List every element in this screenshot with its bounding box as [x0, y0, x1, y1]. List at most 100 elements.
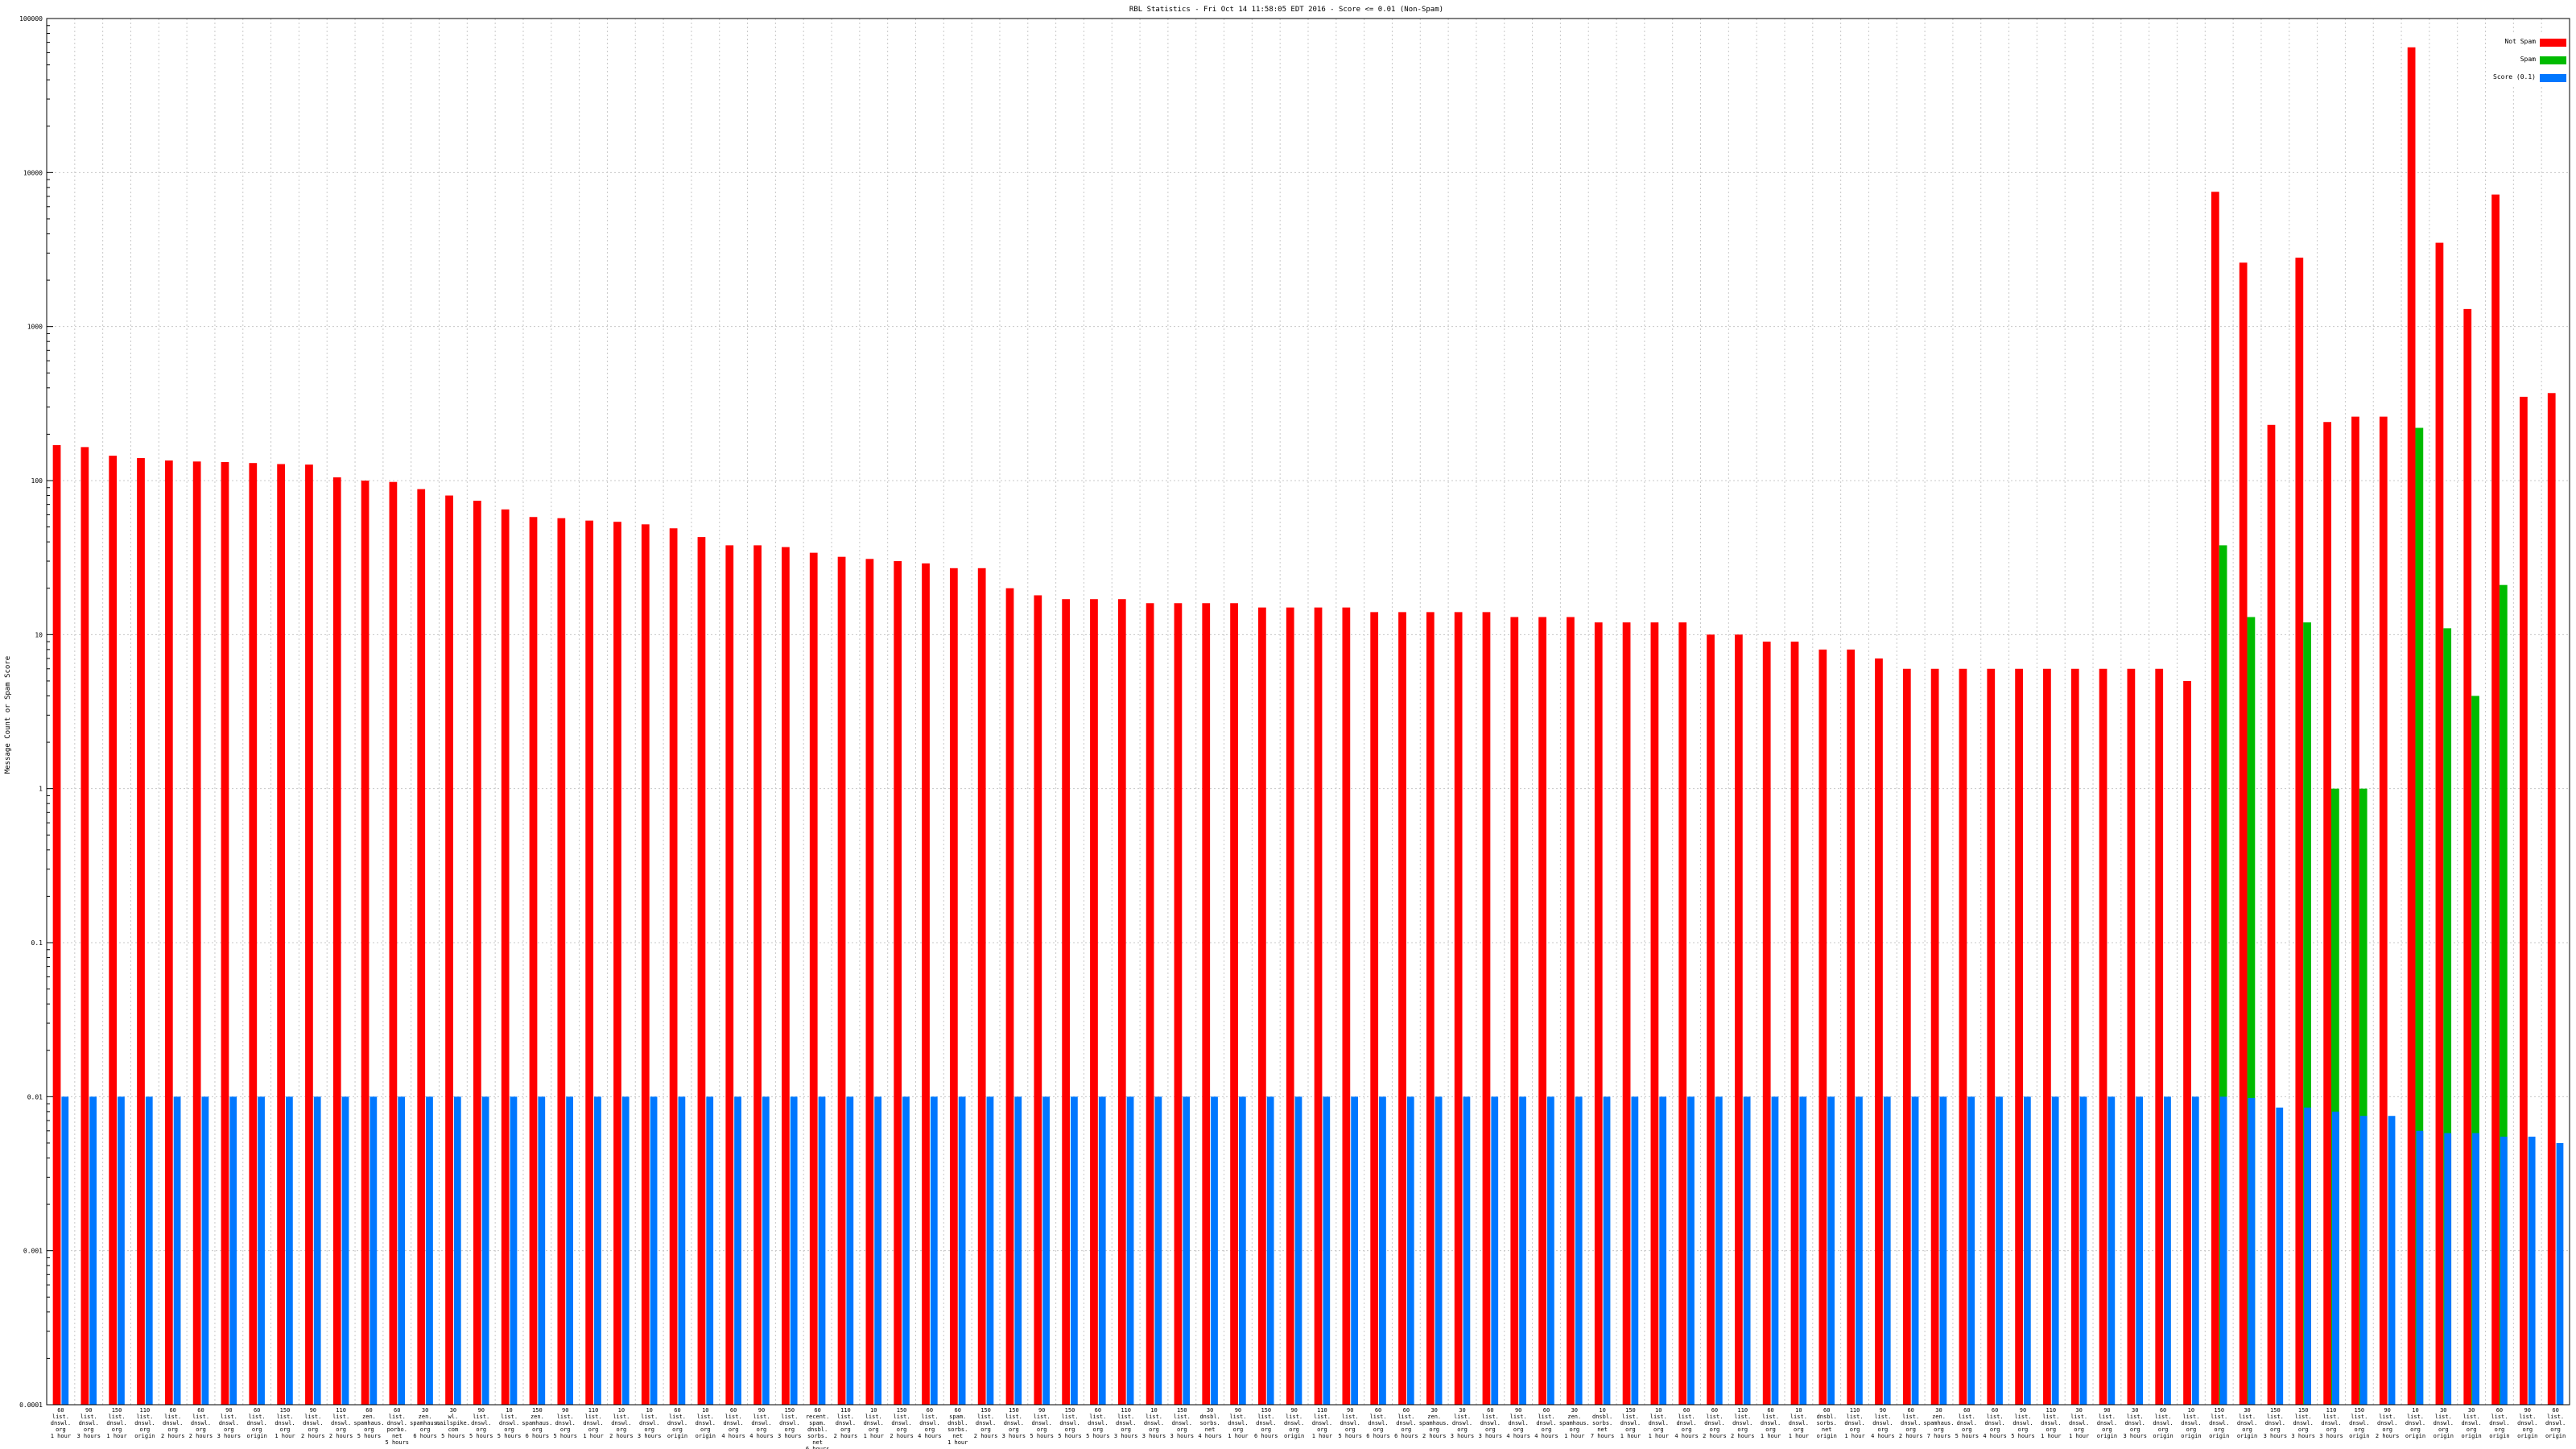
bar-score: [1491, 1096, 1499, 1405]
x-tick-label: 60 list. dnswl. org origin: [2545, 1407, 2566, 1439]
bar-score: [89, 1096, 97, 1405]
x-tick-label: 150 list. dnswl. org 3 hours: [1002, 1407, 1026, 1439]
bar-score: [426, 1096, 433, 1405]
bar-not-spam: [1847, 649, 1856, 1405]
bar-score: [453, 1096, 461, 1405]
bar-score: [2528, 1137, 2536, 1405]
y-tick-label: 0.01: [27, 1093, 43, 1100]
bar-not-spam: [1594, 622, 1603, 1405]
bar-score: [621, 1096, 630, 1405]
bar-score: [1546, 1096, 1554, 1405]
x-tick-label: 60 list. dnswl. org origin: [2489, 1407, 2509, 1439]
x-tick-label: 60 list. dnswl. org 3 hours: [1479, 1407, 1503, 1439]
x-tick-label: 30 zen. spamhaus. org 6 hours: [410, 1407, 440, 1439]
legend-swatch: [2540, 74, 2566, 82]
y-tick-label: 10: [35, 631, 43, 638]
x-tick-label: 60 list. dnswl. org 4 hours: [1534, 1407, 1558, 1439]
x-tick-label: 110 list. dnswl. org 3 hours: [2319, 1407, 2343, 1439]
bar-not-spam: [1174, 603, 1183, 1405]
x-tick-label: 110 list. dnswl. org 1 hour: [1312, 1407, 1332, 1439]
bar-score: [1406, 1096, 1414, 1405]
x-tick-label: 110 list. dnswl. org 3 hours: [1114, 1407, 1138, 1439]
bar-score: [2023, 1096, 2031, 1405]
bar-score: [2136, 1096, 2144, 1405]
bar-not-spam: [1230, 603, 1238, 1405]
bar-score: [1996, 1096, 2003, 1405]
legend-swatch: [2540, 39, 2566, 47]
bar-not-spam: [753, 545, 762, 1406]
x-tick-label: 10 list. dnswl. org 3 hours: [638, 1407, 662, 1439]
bar-not-spam: [1258, 607, 1266, 1405]
x-tick-label: 150 list. dnswl. org 3 hours: [1170, 1407, 1195, 1439]
x-tick-label: 10 list. dnswl. org 1 hour: [1789, 1407, 1809, 1439]
bar-score: [1211, 1096, 1218, 1405]
x-tick-label: 10 list. dnswl. org 2 hours: [609, 1407, 634, 1439]
bar-score: [145, 1096, 153, 1405]
x-tick-label: 60 list. dnswl. porbo. net 5 hours: [386, 1407, 410, 1446]
x-tick-label: 90 list. dnswl. org origin: [1284, 1407, 1304, 1439]
bar-score: [61, 1096, 69, 1405]
bar-score: [818, 1096, 826, 1405]
y-axis-ticks: 0.0001 0.001 0.01 0.1 1 10 100 1000 10000 100000: [19, 15, 53, 1409]
bar-score: [986, 1096, 994, 1405]
bar-score: [1911, 1096, 1919, 1405]
x-tick-label: 150 list. dnswl. org 1 hour: [275, 1407, 295, 1439]
bar-score: [2304, 1107, 2311, 1405]
bar-score: [1771, 1096, 1779, 1405]
x-tick-label: 110 list. dnswl. org 1 hour: [1844, 1407, 1864, 1439]
bar-score: [313, 1096, 321, 1405]
bar-not-spam: [837, 556, 846, 1405]
x-tick-label: 60 list. dnswl. org 2 hours: [1703, 1407, 1727, 1439]
bar-not-spam: [1538, 617, 1546, 1405]
y-tick-label: 0.0001: [19, 1402, 43, 1409]
bar-not-spam: [725, 545, 734, 1406]
bar-not-spam: [1790, 642, 1799, 1405]
bar-score: [229, 1096, 237, 1405]
y-axis-label: Message Count or Spam Score: [4, 656, 12, 774]
x-tick-label: 150 list. dnswl. org origin: [2349, 1407, 2369, 1439]
x-tick-label: 90 list. dnswl. org 4 hours: [749, 1407, 774, 1439]
bar-score: [1294, 1096, 1302, 1405]
bar-not-spam: [2183, 680, 2191, 1405]
bar-score: [1631, 1096, 1639, 1405]
bar-spam: [2359, 788, 2368, 1405]
bar-not-spam: [445, 495, 453, 1405]
y-tick-label: 100: [31, 477, 43, 485]
bar-not-spam: [277, 464, 285, 1405]
bar-score: [1154, 1096, 1162, 1405]
bar-not-spam: [2239, 262, 2248, 1405]
bar-not-spam: [1370, 612, 1379, 1405]
bar-score: [1183, 1096, 1191, 1405]
bar-not-spam: [1482, 612, 1491, 1405]
x-tick-label: 60 list. dnswl. org 5 hours: [1955, 1407, 1979, 1439]
bar-score: [1827, 1096, 1835, 1405]
x-tick-label: 110 list. dnswl. org 1 hour: [583, 1407, 603, 1439]
x-tick-label: 60 list. dnswl. org 1 hour: [1761, 1407, 1781, 1439]
bar-not-spam: [417, 489, 426, 1405]
bar-score: [258, 1096, 265, 1405]
bar-score: [510, 1096, 518, 1405]
bar-score: [2444, 1133, 2452, 1405]
bar-not-spam: [332, 477, 341, 1405]
bar-not-spam: [1454, 612, 1463, 1405]
bar-spam: [2471, 696, 2479, 1405]
x-tick-label: 150 list. dnswl. org 3 hours: [778, 1407, 802, 1439]
bar-not-spam: [1959, 668, 1967, 1405]
bar-score: [594, 1096, 601, 1405]
bar-not-spam: [1034, 595, 1042, 1405]
bar-score: [1687, 1096, 1695, 1405]
x-tick-label: 90 list. dnswl. org 2 hours: [301, 1407, 325, 1439]
bar-score: [2472, 1133, 2479, 1405]
bar-not-spam: [613, 522, 621, 1406]
bar-score: [2359, 1116, 2368, 1405]
x-tick-label: 110 list. dnswl. org origin: [134, 1407, 155, 1439]
x-tick-label: 60 list. dnswl. org 4 hours: [918, 1407, 942, 1439]
x-tick-label: 60 dnsbl. sorbs. net origin: [1817, 1407, 1837, 1439]
bar-score: [1603, 1096, 1611, 1405]
x-tick-label: 150 list. dnswl. org 2 hours: [890, 1407, 914, 1439]
x-tick-label: 10 list. dnswl. org origin: [2405, 1407, 2425, 1439]
bar-score: [2219, 1096, 2227, 1405]
bar-not-spam: [221, 461, 229, 1405]
y-tick-label: 0.1: [31, 939, 43, 947]
bar-not-spam: [2211, 192, 2219, 1405]
